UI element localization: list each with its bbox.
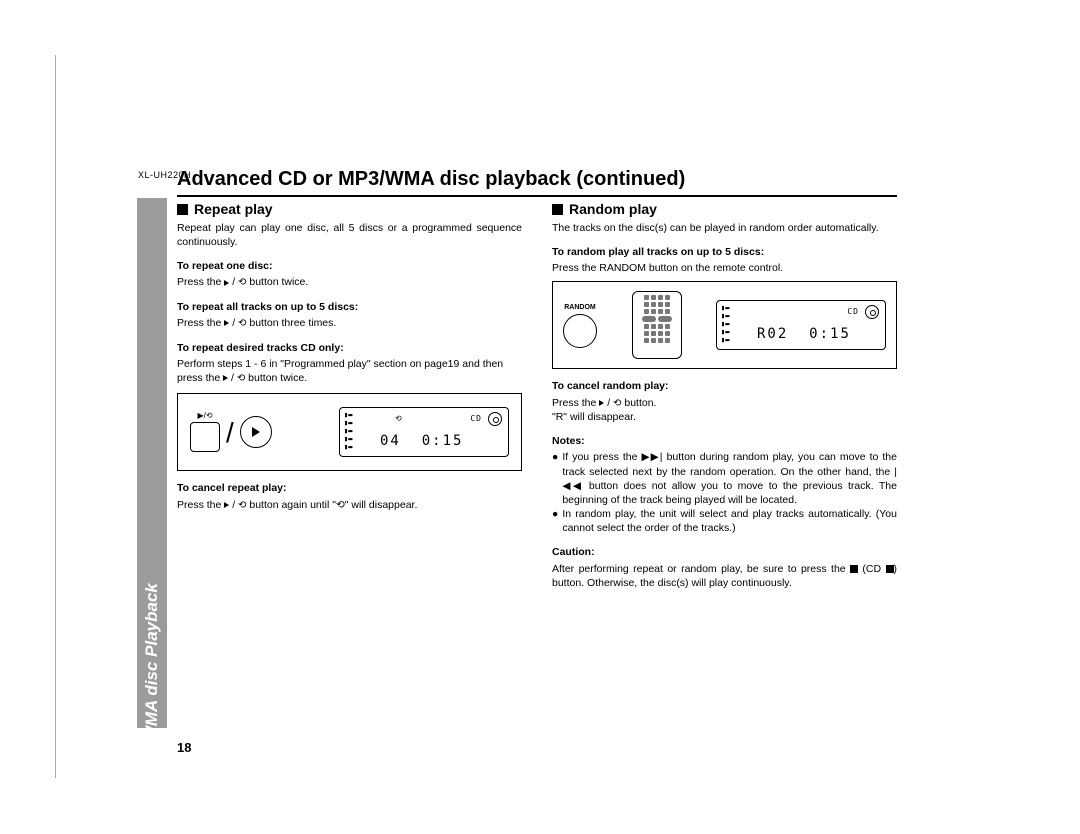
- lcd-readout: 04 0:15: [380, 432, 463, 451]
- play-icon: [223, 375, 228, 381]
- repeat-desired-head: To repeat desired tracks CD only:: [177, 341, 522, 355]
- repeat-one-disc-body: Press the / ⟲ button twice.: [177, 275, 522, 290]
- text: button three times.: [246, 317, 336, 329]
- play-icon: [224, 502, 229, 508]
- caution-body: After performing repeat or random play, …: [552, 562, 897, 590]
- text: Press the: [552, 397, 599, 409]
- page-title: Advanced CD or MP3/WMA disc playback (co…: [177, 168, 897, 191]
- text: In random play, the unit will select and…: [562, 507, 897, 535]
- repeat-all-body: Press the / ⟲ button three times.: [177, 316, 522, 331]
- repeat-play-heading: Repeat play: [177, 200, 522, 219]
- text: button twice.: [246, 276, 308, 288]
- repeat-one-disc-head: To repeat one disc:: [177, 259, 522, 273]
- notes-list: ● If you press the ▶▶| button during ran…: [552, 450, 897, 535]
- square-bullet-icon: [177, 204, 188, 215]
- lcd-display: ▮▬▮▬▮▬▮▬▮▬ CD R02 0:15: [716, 300, 886, 350]
- play-icon: [224, 320, 229, 326]
- cancel-random-head: To cancel random play:: [552, 379, 897, 393]
- control-buttons: ▶/⟲ /: [190, 412, 272, 452]
- random-intro: The tracks on the disc(s) can be played …: [552, 221, 897, 235]
- right-column: Random play The tracks on the disc(s) ca…: [552, 200, 897, 590]
- repeat-indicator-icon: ⟲: [395, 414, 402, 425]
- random-button: [563, 314, 597, 348]
- slash-separator: /: [226, 414, 234, 452]
- repeat-play-heading-text: Repeat play: [194, 200, 273, 219]
- section-tab-label: CD or MP3/WMA disc Playback: [142, 583, 162, 833]
- play-repeat-label-icon: ▶/⟲: [197, 412, 212, 420]
- square-bullet-icon: [552, 204, 563, 215]
- repeat-intro: Repeat play can play one disc, all 5 dis…: [177, 221, 522, 249]
- random-diagram: RANDOM ▮▬▮▬▮▬▮▬▮▬ CD R02 0:15: [552, 281, 897, 369]
- disc-icon: [865, 305, 879, 319]
- text: Press the: [177, 317, 224, 329]
- text: button again until "⟲" will disappear.: [246, 499, 417, 511]
- text: (CD: [858, 563, 885, 575]
- round-play-button: [240, 416, 272, 448]
- random-all-head: To random play all tracks on up to 5 dis…: [552, 245, 897, 259]
- repeat-all-head: To repeat all tracks on up to 5 discs:: [177, 300, 522, 314]
- cd-label: CD: [470, 414, 482, 425]
- text: button twice.: [245, 372, 307, 384]
- text: Press the: [177, 276, 224, 288]
- cancel-random-line2: "R" will disappear.: [552, 410, 897, 424]
- time: 0:15: [809, 326, 851, 342]
- repeat-diagram: ▶/⟲ / ▮▬▮▬▮▬▮▬▮▬ ⟲ CD 04 0:15: [177, 393, 522, 471]
- time: 0:15: [422, 433, 464, 449]
- play-icon: [252, 427, 260, 437]
- random-label: RANDOM: [564, 303, 596, 312]
- disc-indicator-bars: ▮▬▮▬▮▬▮▬▮▬: [344, 412, 352, 451]
- stop-icon: [886, 565, 894, 573]
- lcd-display: ▮▬▮▬▮▬▮▬▮▬ ⟲ CD 04 0:15: [339, 407, 509, 457]
- disc-indicator-bars: ▮▬▮▬▮▬▮▬▮▬: [721, 305, 729, 344]
- left-column: Repeat play Repeat play can play one dis…: [177, 200, 522, 590]
- repeat-icon: ⟲: [237, 373, 245, 384]
- random-track: R02: [757, 326, 788, 342]
- disc-icon: [488, 412, 502, 426]
- section-tab: CD or MP3/WMA disc Playback: [137, 198, 167, 728]
- repeat-desired-body: Perform steps 1 - 6 in "Programmed play"…: [177, 357, 522, 386]
- lcd-readout: R02 0:15: [757, 325, 851, 344]
- page-number: 18: [177, 740, 191, 755]
- stop-icon: [850, 565, 858, 573]
- remote-control-icon: [632, 291, 682, 359]
- content-columns: Repeat play Repeat play can play one dis…: [177, 200, 897, 590]
- caution-head: Caution:: [552, 545, 897, 559]
- play-icon: [599, 400, 604, 406]
- note-item: ● In random play, the unit will select a…: [552, 507, 897, 535]
- random-all-body: Press the RANDOM button on the remote co…: [552, 261, 897, 275]
- cd-label: CD: [847, 307, 859, 318]
- square-button: [190, 422, 220, 452]
- text: After performing repeat or random play, …: [552, 563, 850, 575]
- cancel-random-body: Press the / ⟲ button.: [552, 396, 897, 411]
- random-button-group: RANDOM: [563, 303, 597, 348]
- text: If you press the: [562, 451, 641, 463]
- random-play-heading: Random play: [552, 200, 897, 219]
- random-play-heading-text: Random play: [569, 200, 657, 219]
- note-item: ● If you press the ▶▶| button during ran…: [552, 450, 897, 507]
- page-title-row: Advanced CD or MP3/WMA disc playback (co…: [177, 168, 897, 197]
- cancel-repeat-head: To cancel repeat play:: [177, 481, 522, 495]
- cancel-repeat-body: Press the / ⟲ button again until "⟲" wil…: [177, 498, 522, 513]
- fast-forward-icon: ▶▶|: [641, 451, 662, 463]
- notes-head: Notes:: [552, 434, 897, 448]
- text: button.: [621, 397, 656, 409]
- text: Press the: [177, 499, 224, 511]
- play-icon: [224, 280, 229, 286]
- track-number: 04: [380, 433, 401, 449]
- text: button does not allow you to move to the…: [562, 480, 897, 506]
